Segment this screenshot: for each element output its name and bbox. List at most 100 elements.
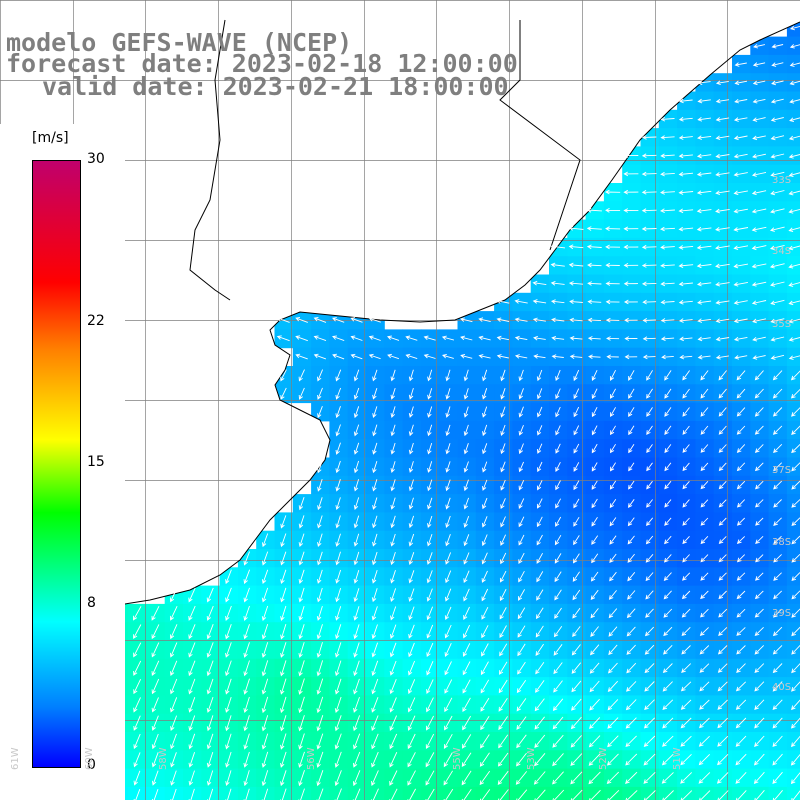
wind-arrow (609, 517, 617, 527)
wind-arrow (479, 770, 491, 786)
wind-arrow (372, 497, 378, 510)
wind-arrow (225, 642, 232, 658)
wind-arrow (334, 660, 342, 677)
longitude-label: 58W (158, 747, 169, 770)
wind-arrow (317, 551, 323, 566)
coastline-path (0, 21, 800, 623)
wind-arrow (662, 699, 674, 710)
wind-arrow (389, 660, 397, 676)
wind-arrow (715, 190, 730, 196)
wind-arrow (555, 388, 561, 400)
wind-arrow (664, 480, 672, 490)
wind-arrow (678, 190, 694, 195)
wind-arrow (662, 717, 674, 729)
wind-arrow (426, 552, 433, 565)
wind-arrow (680, 681, 692, 692)
wind-cell (494, 786, 513, 800)
wind-arrow (535, 680, 545, 693)
wind-arrow (626, 681, 637, 692)
wind-arrow (591, 553, 599, 564)
wind-arrow (317, 369, 324, 382)
wind-arrow (371, 569, 378, 584)
wind-arrow (298, 660, 305, 677)
wind-arrow (225, 696, 232, 713)
wind-arrow (662, 735, 674, 747)
colorbar-tick-label: 8 (87, 595, 96, 611)
wind-arrow (371, 678, 379, 695)
wind-arrow (736, 407, 746, 417)
wind-arrow (371, 551, 378, 566)
wind-arrow (353, 515, 360, 529)
wind-arrow (261, 770, 269, 787)
wind-arrow (570, 753, 583, 766)
wind-cell (530, 786, 550, 800)
wind-arrow (715, 208, 730, 214)
wind-arrow (426, 624, 434, 639)
wind-arrow (481, 643, 489, 657)
wind-arrow (573, 443, 580, 454)
wind-arrow (715, 263, 730, 269)
wind-arrow (534, 698, 545, 712)
wind-arrow (680, 735, 692, 747)
wind-arrow (243, 587, 250, 603)
wind-arrow (591, 443, 598, 454)
wind-arrow (573, 406, 580, 418)
wind-arrow (627, 517, 635, 527)
wind-arrow (152, 788, 159, 800)
wind-arrow (717, 681, 728, 692)
wind-arrow (243, 605, 250, 621)
wind-arrow (736, 554, 746, 563)
wind-cell (786, 603, 800, 623)
wind-arrow (261, 751, 269, 768)
wind-arrow (517, 607, 526, 620)
wind-arrow (680, 699, 692, 710)
wind-arrow (552, 771, 564, 785)
wind-arrow (408, 461, 414, 473)
wind-arrow (500, 461, 506, 473)
wind-arrow (533, 771, 546, 785)
wind-arrow (445, 479, 451, 492)
wind-arrow (770, 171, 785, 177)
wind-arrow (736, 627, 746, 636)
wind-arrow (591, 388, 598, 400)
wind-arrow (752, 318, 766, 324)
wind-arrow (568, 262, 584, 268)
wind-arrow (606, 753, 619, 766)
wind-arrow (604, 189, 621, 195)
wind-arrow (587, 336, 601, 341)
wind-cell (786, 457, 800, 477)
wind-arrow (480, 679, 490, 694)
wind-arrow (641, 244, 657, 250)
wind-arrow (463, 552, 470, 565)
wind-arrow (754, 388, 764, 399)
wind-arrow (700, 370, 709, 381)
wind-arrow (371, 642, 379, 658)
wind-arrow (133, 642, 142, 658)
wind-arrow (624, 336, 638, 341)
wind-arrow (206, 624, 214, 640)
wind-cell (786, 695, 800, 715)
wind-arrow (554, 607, 562, 619)
wind-arrow (445, 461, 451, 473)
wind-arrow (608, 608, 618, 619)
wind-arrow (353, 642, 360, 658)
wind-cell (786, 768, 800, 788)
wind-arrow (715, 245, 730, 250)
wind-arrow (625, 735, 637, 748)
wind-arrow (715, 355, 729, 360)
wind-arrow (770, 190, 785, 196)
wind-arrow (133, 606, 142, 621)
wind-arrow (697, 300, 712, 305)
wind-arrow (573, 462, 580, 472)
wind-arrow (459, 317, 473, 323)
wind-arrow (717, 717, 729, 729)
wind-arrow (298, 387, 305, 400)
wind-arrow (499, 570, 507, 583)
wind-arrow (368, 335, 381, 341)
wind-arrow (461, 752, 472, 767)
wind-arrow (718, 554, 727, 563)
wind-arrow (734, 355, 748, 360)
wind-arrow (462, 734, 472, 749)
wind-arrow (445, 424, 451, 437)
